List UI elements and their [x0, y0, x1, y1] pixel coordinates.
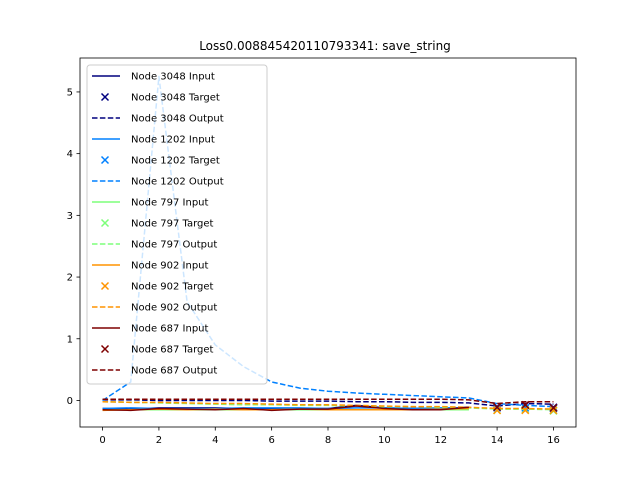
y-tick-label-5: 5	[67, 87, 73, 98]
legend-entry-node-687-output: Node 687 Output	[92, 366, 217, 377]
legend-label: Node 1202 Output	[131, 177, 224, 188]
y-tick-label-4: 4	[67, 149, 73, 160]
legend-entry-node-3048-output: Node 3048 Output	[92, 114, 224, 125]
legend-label: Node 3048 Output	[131, 114, 224, 125]
legend-marker	[100, 92, 110, 102]
legend-label: Node 797 Input	[131, 198, 209, 209]
legend-marker	[100, 281, 110, 291]
y-tick-label-3: 3	[67, 211, 73, 222]
series-point-node-687-target-0	[493, 403, 502, 412]
y-tick-label-2: 2	[67, 273, 73, 284]
legend-entry-node-797-output: Node 797 Output	[92, 240, 217, 251]
legend-label: Node 3048 Target	[131, 93, 220, 104]
x-tick-label-16: 16	[547, 435, 560, 446]
legend-label: Node 902 Input	[131, 261, 209, 272]
series-line-node-687-output	[102, 398, 554, 405]
legend-label: Node 687 Target	[131, 345, 214, 356]
legend-entry-node-3048-input: Node 3048 Input	[92, 72, 215, 83]
legend-entry-node-1202-target: Node 1202 Target	[100, 155, 220, 167]
legend-entry-node-687-input: Node 687 Input	[92, 324, 209, 335]
legend-label: Node 902 Target	[131, 282, 214, 293]
legend-entry-node-3048-target: Node 3048 Target	[100, 92, 220, 104]
legend-label: Node 797 Target	[131, 219, 214, 230]
legend-entry-node-797-input: Node 797 Input	[92, 198, 209, 209]
marker-stroke	[521, 400, 530, 409]
x-tick-label-0: 0	[99, 435, 105, 446]
legend-entry-node-1202-input: Node 1202 Input	[92, 135, 215, 146]
series-line-node-902-output	[102, 400, 554, 410]
legend-entry-node-797-target: Node 797 Target	[100, 218, 214, 230]
series-line-node-3048-output	[102, 399, 554, 407]
x-tick-label-6: 6	[268, 435, 274, 446]
legend-label: Node 797 Output	[131, 240, 217, 251]
legend-entry-node-902-target: Node 902 Target	[100, 281, 214, 293]
legend-entry-node-902-output: Node 902 Output	[92, 303, 217, 314]
x-tick-label-14: 14	[491, 435, 504, 446]
legend-marker	[100, 218, 110, 228]
legend: Node 3048 Input Node 3048 Target Node 3048…	[86, 64, 268, 385]
legend-entry-node-687-target: Node 687 Target	[100, 344, 214, 356]
legend-label: Node 687 Input	[131, 324, 209, 335]
legend-label: Node 1202 Input	[131, 135, 215, 146]
legend-marker	[100, 155, 110, 165]
chart-title: Loss0.008845420110793341: save_string	[199, 39, 451, 53]
x-tick-label-10: 10	[378, 435, 391, 446]
series-line-node-687-input	[102, 405, 469, 412]
x-tick-label-2: 2	[156, 435, 162, 446]
legend-label: Node 1202 Target	[131, 156, 220, 167]
legend-entry-node-902-input: Node 902 Input	[92, 261, 209, 272]
series-point-node-902-target-2	[549, 406, 558, 415]
y-tick-label-0: 0	[67, 396, 73, 407]
legend-entry-node-1202-output: Node 1202 Output	[92, 177, 224, 188]
marker-stroke	[549, 406, 558, 415]
legend-label: Node 687 Output	[131, 366, 217, 377]
y-tick-label-1: 1	[67, 334, 73, 345]
legend-box	[86, 64, 268, 385]
x-tick-label-4: 4	[212, 435, 218, 446]
legend-marker	[100, 344, 110, 354]
series-point-node-687-target-2	[549, 403, 558, 412]
marker-stroke	[493, 403, 502, 412]
x-tick-label-12: 12	[434, 435, 447, 446]
marker-stroke	[549, 403, 558, 412]
legend-label: Node 3048 Input	[131, 72, 215, 83]
x-tick-label-8: 8	[325, 435, 331, 446]
legend-label: Node 902 Output	[131, 303, 217, 314]
